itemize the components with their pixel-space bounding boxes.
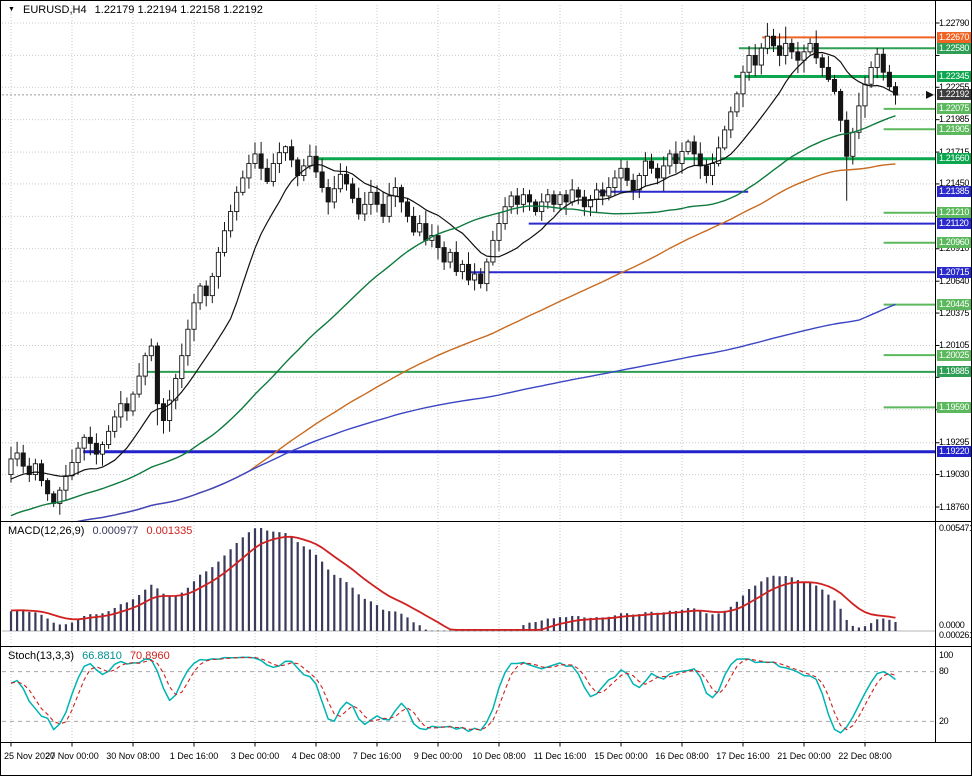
price-level-label: 1.21660 xyxy=(937,153,971,165)
time-axis-label: 30 Nov 08:00 xyxy=(106,751,160,761)
stoch-main-value: 66.8810 xyxy=(82,650,122,662)
price-axis-label: 1.21985 xyxy=(939,114,970,125)
price-level-label: 1.22075 xyxy=(937,103,971,115)
symbol-marker-icon: ▼ xyxy=(8,6,15,13)
time-axis-label: 21 Dec 00:00 xyxy=(777,751,831,761)
time-axis-label: 10 Dec 08:00 xyxy=(472,751,526,761)
time-axis-label: 3 Dec 00:00 xyxy=(230,751,280,761)
time-axis-label: 11 Dec 16:00 xyxy=(533,751,587,761)
price-axis-label: 1.21450 xyxy=(939,178,970,189)
macd-main-value: 0.000977 xyxy=(92,525,139,537)
price-axis[interactable]: 1.22790 1.22255 1.21985 1.21715 1.21450 1.209… xyxy=(937,1,972,742)
price-level-label: 1.21905 xyxy=(937,123,971,135)
price-axis-label: 1.22790 xyxy=(939,17,970,28)
price-axis-label: 1.20910 xyxy=(939,243,970,254)
price-level-label: 1.20025 xyxy=(937,349,971,361)
price-level-label: 1.22670 xyxy=(937,31,971,43)
stoch-axis-label: 20 xyxy=(939,715,949,726)
current-price-marker xyxy=(926,90,934,99)
time-axis-label: 17 Dec 16:00 xyxy=(716,751,770,761)
time-axis-label: 27 Nov 00:00 xyxy=(45,751,99,761)
ma-13-line xyxy=(10,51,896,480)
time-axis-label: 16 Dec 08:00 xyxy=(655,751,709,761)
stoch-signal-line xyxy=(10,656,896,731)
ma-200-line xyxy=(76,303,896,521)
ma-50-line xyxy=(10,115,896,517)
macd-name: MACD(12,26,9) xyxy=(8,525,85,537)
price-axis-label: 1.19030 xyxy=(939,469,970,480)
stoch-panel[interactable] xyxy=(2,647,935,741)
stoch-axis-label: 80 xyxy=(939,666,949,677)
time-axis-label: 4 Dec 08:00 xyxy=(291,751,341,761)
price-level-label: 1.19220 xyxy=(937,446,971,458)
macd-signal-line xyxy=(10,535,896,631)
stoch-name: Stoch(13,3,3) xyxy=(8,650,75,662)
symbol-period-label: EURUSD,H4 xyxy=(23,4,87,16)
price-axis-label: 1.20375 xyxy=(939,307,970,318)
price-axis-label: 1.20105 xyxy=(939,339,970,350)
macd-panel[interactable] xyxy=(2,522,935,645)
chart-title: ▼ EURUSD,H4 1.22179 1.22194 1.22158 1.22… xyxy=(8,4,268,16)
ohlc-values: 1.22179 1.22194 1.22158 1.22192 xyxy=(94,4,263,16)
macd-indicator-label: MACD(12,26,9) 0.000977 0.001335 xyxy=(8,525,197,537)
stoch-signal-value: 70.8960 xyxy=(129,650,170,662)
price-level-label: 1.21210 xyxy=(937,207,971,219)
price-level-label: 1.22345 xyxy=(937,70,971,82)
price-level-label: 1.20715 xyxy=(937,266,971,278)
time-axis-label: 9 Dec 00:00 xyxy=(413,751,463,761)
price-level-label: 1.19885 xyxy=(937,366,971,378)
macd-axis-label: 0.005471 xyxy=(939,522,972,533)
stoch-indicator-label: Stoch(13,3,3) 66.8810 70.8960 xyxy=(8,650,175,662)
stoch-axis-label: 100 xyxy=(939,649,953,660)
macd-axis-label: 0.0000 xyxy=(939,619,965,630)
price-level-label: 1.22580 xyxy=(937,42,971,54)
price-level-label: 1.21385 xyxy=(937,186,971,198)
price-level-label: 1.19590 xyxy=(937,401,971,413)
time-axis-label: 25 Nov 2020 xyxy=(4,751,56,761)
price-axis-label: 1.21715 xyxy=(939,146,970,157)
price-level-label: 1.20445 xyxy=(937,299,971,311)
price-panel[interactable] xyxy=(2,5,935,530)
current-price-label: 1.22192 xyxy=(937,89,971,101)
price-level-label: 1.21120 xyxy=(937,218,971,230)
price-axis-label: 1.19295 xyxy=(939,437,970,448)
price-axis-label: 1.18760 xyxy=(939,501,970,512)
price-axis-label: 1.20640 xyxy=(939,275,970,286)
macd-signal-value: 0.001335 xyxy=(146,525,193,537)
time-axis-label: 1 Dec 16:00 xyxy=(169,751,219,761)
time-axis-label: 22 Dec 08:00 xyxy=(838,751,892,761)
macd-axis-label: 0.000261 xyxy=(939,630,972,640)
time-axis[interactable]: 25 Nov 2020 27 Nov 00:00 30 Nov 08:00 1 Dec… xyxy=(1,745,971,775)
time-axis-label: 15 Dec 00:00 xyxy=(594,751,648,761)
time-axis-label: 7 Dec 16:00 xyxy=(352,751,402,761)
price-axis-label: 1.22255 xyxy=(939,81,970,92)
price-level-label: 1.20960 xyxy=(937,237,971,249)
